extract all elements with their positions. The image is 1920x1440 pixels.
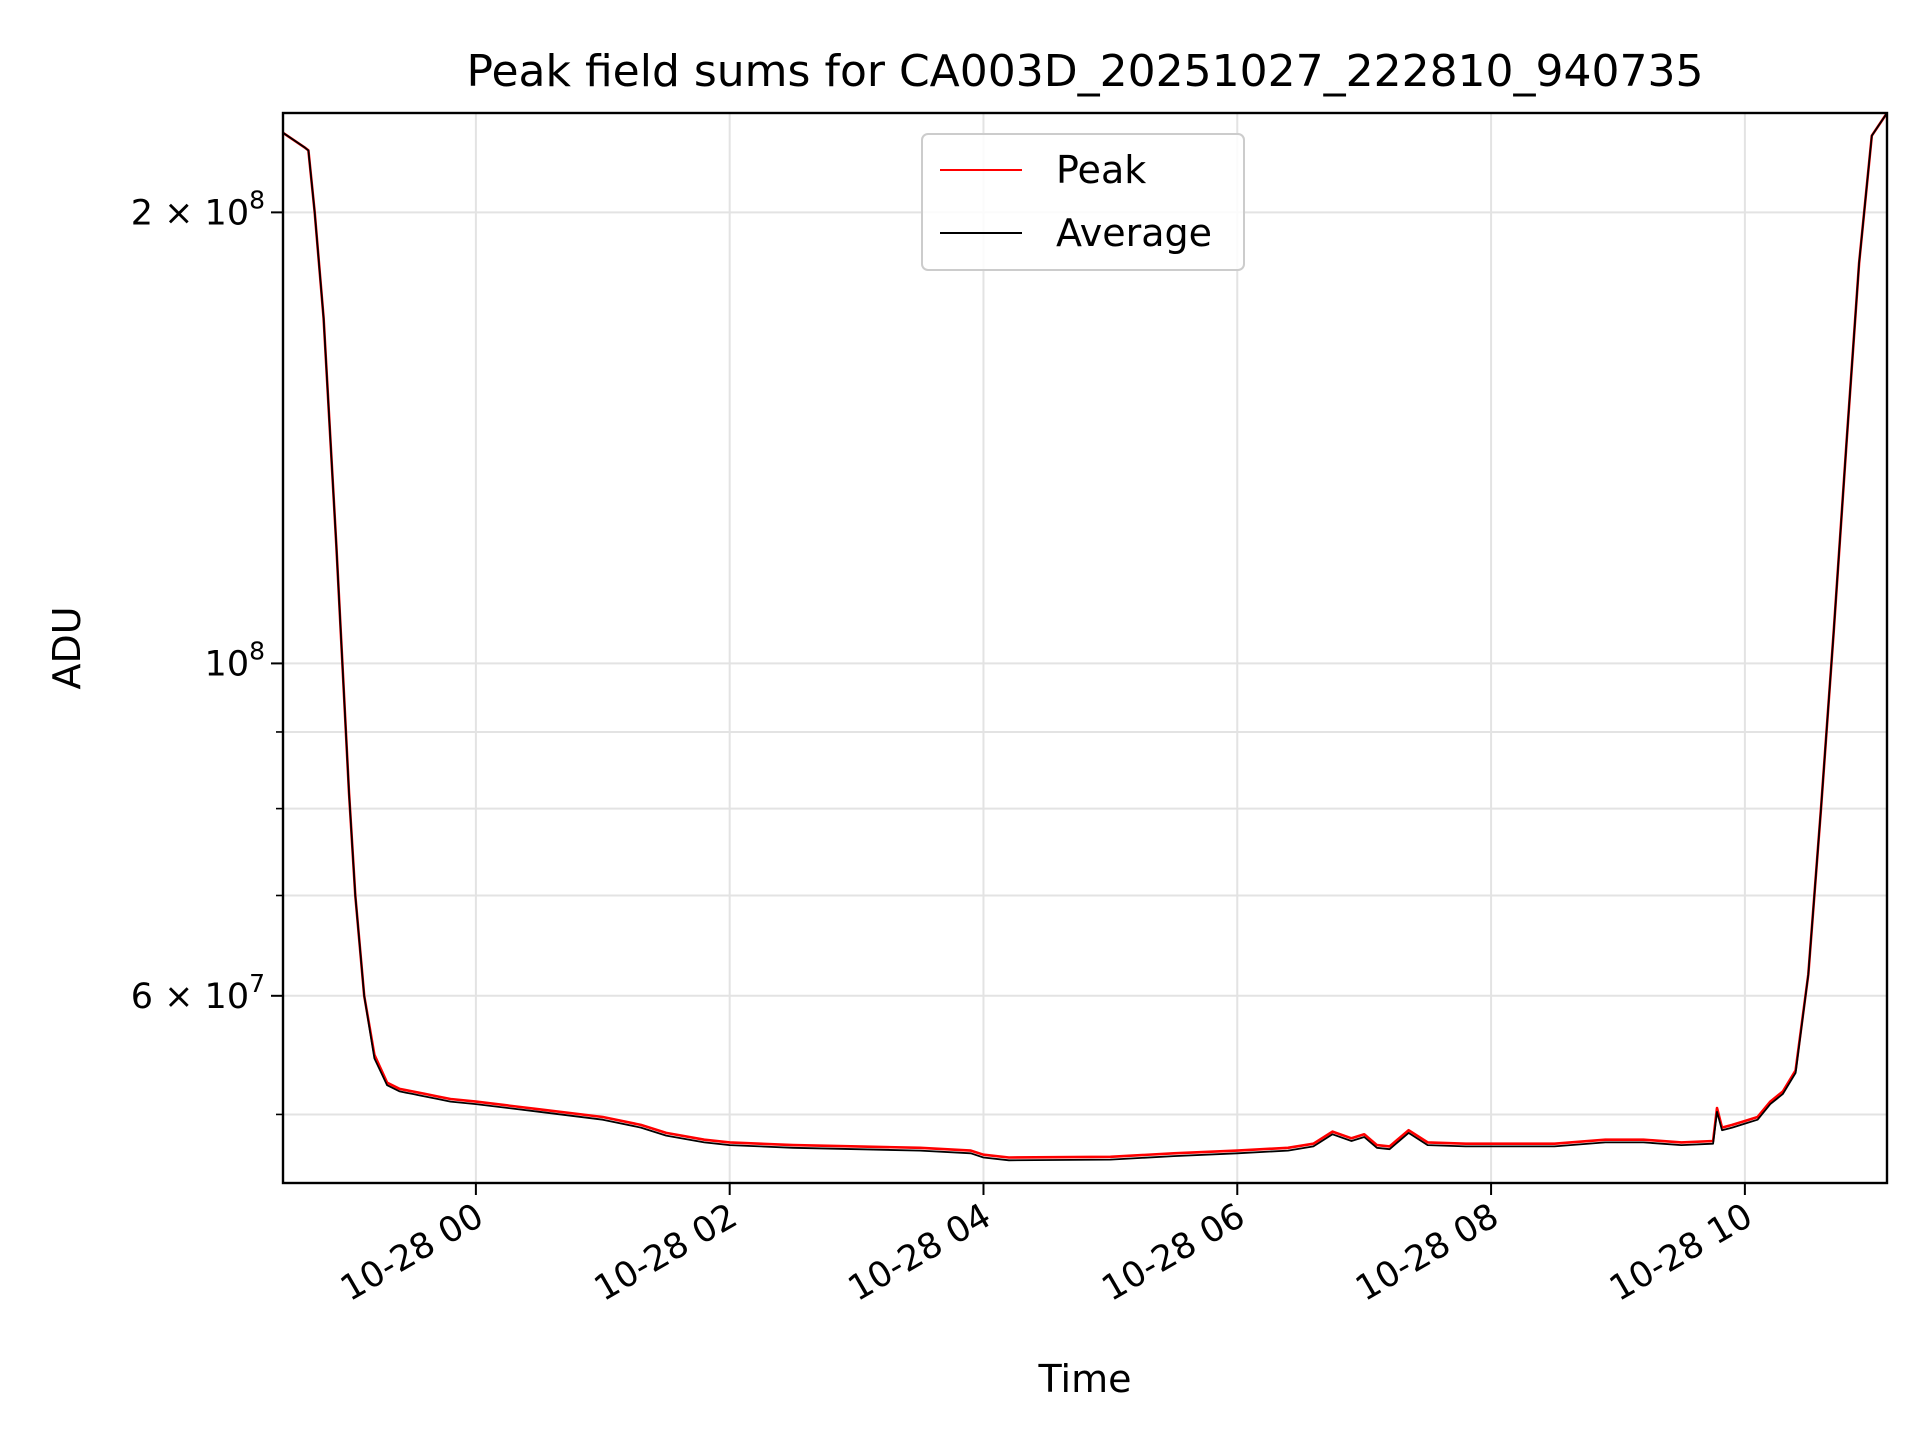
plot-lines bbox=[283, 113, 1887, 1162]
x-tick-label-4: 10-28 08 bbox=[1349, 1196, 1505, 1309]
chart-title: Peak field sums for CA003D_20251027_2228… bbox=[466, 46, 1703, 97]
series-line-average bbox=[283, 113, 1887, 1162]
y-axis: 6 × 107 108 2 × 108 bbox=[131, 185, 283, 1116]
y-tick-label-0: 6 × 107 bbox=[131, 969, 265, 1017]
x-tick-label-0: 10-28 00 bbox=[334, 1196, 490, 1309]
y-tick-label-2: 2 × 108 bbox=[131, 185, 265, 233]
x-tick-label-5: 10-28 10 bbox=[1603, 1196, 1759, 1309]
legend-label-average: Average bbox=[1056, 211, 1212, 255]
y-axis-label: ADU bbox=[45, 606, 89, 689]
grid bbox=[283, 113, 1887, 1183]
legend: Peak Average bbox=[921, 133, 1245, 271]
plot-frame bbox=[281, 111, 1889, 1185]
x-tick-label-1: 10-28 02 bbox=[588, 1196, 744, 1309]
series-line-peak bbox=[283, 113, 1887, 1159]
legend-box bbox=[921, 133, 1245, 271]
x-tick-label-3: 10-28 06 bbox=[1095, 1196, 1251, 1309]
x-axis: 10-28 00 10-28 02 10-28 04 10-28 06 10-28 08… bbox=[334, 1183, 1759, 1309]
y-tick-label-1: 108 bbox=[205, 636, 265, 684]
x-axis-label: Time bbox=[1038, 1357, 1132, 1401]
x-tick-label-2: 10-28 04 bbox=[842, 1196, 998, 1309]
legend-label-peak: Peak bbox=[1056, 148, 1146, 192]
